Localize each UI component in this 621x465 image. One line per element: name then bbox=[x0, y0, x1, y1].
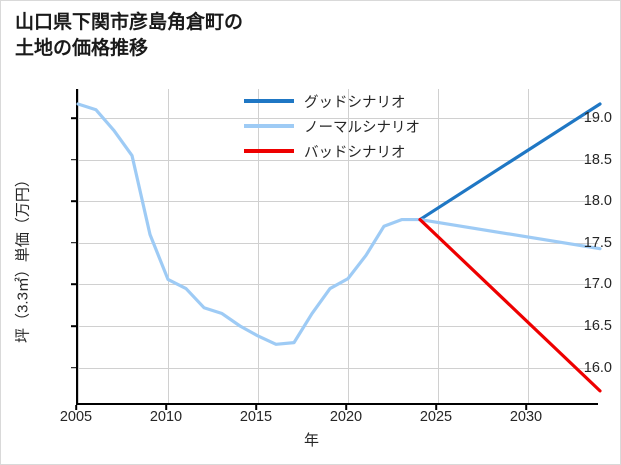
y-tick-label: 17.0 bbox=[583, 276, 612, 293]
gridline-horizontal bbox=[78, 159, 598, 161]
series-line bbox=[418, 217, 602, 393]
y-tick-label: 17.5 bbox=[583, 234, 612, 251]
series-lines bbox=[76, 102, 602, 393]
y-tick-label: 16.0 bbox=[583, 359, 612, 376]
y-tickmark bbox=[71, 200, 76, 203]
legend-label: グッドシナリオ bbox=[304, 94, 406, 111]
legend-label: ノーマルシナリオ bbox=[304, 119, 420, 136]
plot-area bbox=[76, 89, 602, 405]
x-tick-label: 2025 bbox=[419, 409, 453, 425]
gridline-vertical bbox=[348, 89, 349, 403]
legend-label: バッドシナリオ bbox=[304, 144, 406, 161]
gridline-horizontal bbox=[78, 367, 598, 369]
x-tickmark bbox=[255, 405, 257, 410]
gridline-horizontal bbox=[78, 326, 598, 327]
y-tick-label: 18.0 bbox=[583, 193, 612, 210]
gridline-vertical bbox=[258, 89, 259, 403]
gridline-horizontal bbox=[78, 118, 598, 120]
x-tickmark bbox=[165, 405, 167, 410]
gridline-horizontal bbox=[78, 242, 598, 244]
legend-color-swatch bbox=[244, 149, 294, 153]
page-title: 山口県下関市彦島角倉町の 土地の価格推移 bbox=[15, 12, 244, 60]
x-tick-label: 2010 bbox=[149, 409, 183, 425]
x-tick-label: 2005 bbox=[59, 409, 93, 425]
series-line bbox=[418, 217, 602, 251]
series-line bbox=[76, 102, 422, 346]
legend-item[interactable]: ノーマルシナリオ bbox=[244, 118, 420, 136]
x-tickmark bbox=[75, 405, 77, 410]
y-tickmark bbox=[71, 325, 76, 327]
x-tick-label: 2020 bbox=[329, 409, 363, 425]
x-tickmark bbox=[345, 405, 347, 410]
y-tickmark bbox=[71, 242, 76, 244]
y-axis-label: 坪（3.3㎡）単価（万円） bbox=[14, 172, 32, 343]
gridline-vertical bbox=[168, 89, 169, 403]
gridline-vertical bbox=[438, 89, 439, 403]
legend-color-swatch bbox=[244, 99, 294, 103]
y-tick-label: 16.5 bbox=[583, 318, 612, 334]
chart-legend: グッドシナリオ ノーマルシナリオ バッドシナリオ bbox=[244, 93, 420, 161]
gridline-horizontal bbox=[78, 201, 598, 203]
gridline-vertical bbox=[528, 89, 529, 403]
x-tickmark bbox=[435, 405, 437, 410]
y-tick-label: 19.0 bbox=[583, 110, 612, 127]
y-tickmark bbox=[71, 366, 76, 369]
x-tickmark bbox=[525, 405, 527, 410]
y-tick-label: 18.5 bbox=[583, 151, 612, 168]
x-tick-label: 2030 bbox=[509, 409, 543, 425]
series-line bbox=[418, 102, 602, 222]
y-tickmark bbox=[71, 158, 76, 161]
y-tickmark bbox=[71, 117, 76, 119]
legend-color-swatch bbox=[244, 124, 294, 128]
legend-item[interactable]: バッドシナリオ bbox=[244, 143, 420, 161]
legend-item[interactable]: グッドシナリオ bbox=[244, 93, 420, 111]
x-tick-label: 2015 bbox=[239, 409, 273, 425]
gridline-vertical bbox=[78, 89, 79, 403]
x-axis-label: 年 bbox=[303, 432, 319, 449]
y-tickmark bbox=[71, 283, 76, 286]
